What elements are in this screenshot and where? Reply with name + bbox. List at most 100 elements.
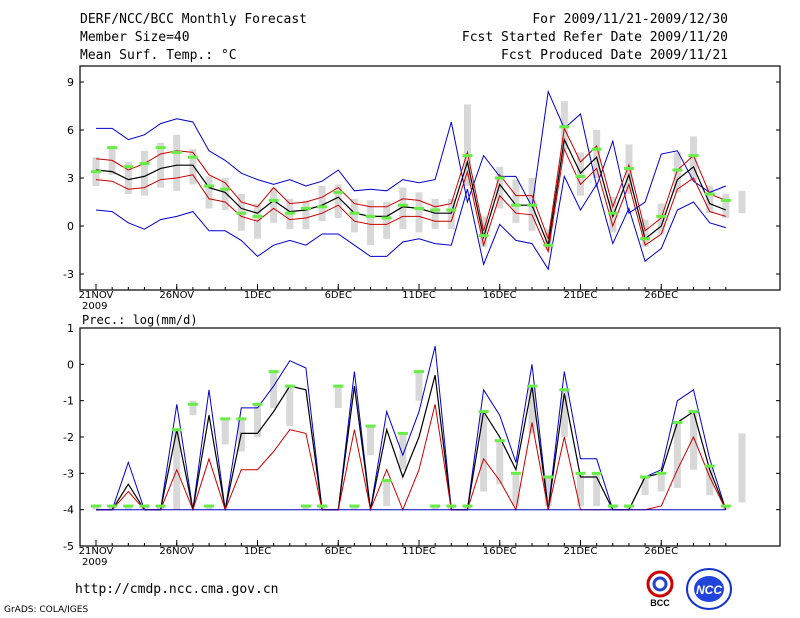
y-tick-label: -3 [63, 268, 74, 281]
ncc-logo: NCC [686, 568, 732, 610]
x-tick-label: 26DEC [644, 546, 678, 557]
marker-point [607, 211, 618, 215]
marker-point [446, 208, 457, 212]
marker-point [365, 214, 376, 218]
spread-box [221, 178, 229, 210]
spread-box [205, 176, 213, 209]
marker-point [107, 146, 118, 150]
spread-box [657, 203, 665, 234]
y-tick-label: -2 [63, 431, 74, 444]
spread-box [270, 371, 278, 408]
spread-box [706, 466, 714, 496]
series-lower-line [95, 147, 726, 254]
marker-point [640, 237, 651, 241]
spread-box [350, 506, 358, 510]
spread-box [706, 186, 714, 214]
marker-point [623, 504, 634, 508]
y-tick-label: -4 [63, 504, 74, 517]
marker-point [656, 214, 667, 218]
marker-point [284, 211, 295, 215]
spread-box [625, 506, 633, 510]
marker-point [543, 475, 554, 479]
ncc-logo-text: NCC [696, 583, 722, 597]
x-tick-label: 21DEC [564, 290, 598, 301]
spread-box [431, 198, 439, 230]
x-tick-label: 11DEC [402, 290, 436, 301]
spread-box [560, 389, 568, 437]
spread-box [722, 506, 730, 510]
spread-box [673, 422, 681, 488]
marker-point [559, 125, 570, 129]
marker-point [91, 170, 101, 174]
spread-box [415, 192, 423, 233]
marker-point [187, 402, 198, 406]
x-tick-label: 16DEC [483, 546, 517, 557]
footer-url[interactable]: http://cmdp.ncc.cma.gov.cn [75, 582, 279, 597]
variable-label: Mean Surf. Temp.: °C [80, 48, 237, 63]
spread-box [544, 229, 552, 250]
y-tick-label: 0 [67, 358, 74, 371]
y-tick-label: 3 [67, 172, 74, 185]
marker-point [494, 439, 505, 443]
spread-box [431, 506, 439, 510]
marker-point [688, 410, 699, 414]
marker-point [430, 208, 441, 212]
marker-point [720, 198, 731, 202]
spread-box [302, 506, 310, 510]
spread-box [140, 506, 148, 510]
spread-box [334, 386, 342, 408]
spread-box [367, 200, 375, 246]
marker-point [672, 168, 683, 172]
grads-credit: GrADS: COLA/IGES [4, 605, 89, 615]
spread-box [367, 426, 375, 456]
spread-box [673, 152, 681, 193]
marker-point [575, 471, 586, 475]
marker-point [155, 146, 166, 150]
spread-box [189, 149, 197, 185]
member-size: Member Size=40 [80, 30, 190, 45]
y-tick-label: -3 [63, 467, 74, 480]
x-tick-label: 11DEC [402, 546, 436, 557]
marker-point [478, 410, 489, 414]
marker-point [494, 176, 505, 180]
spread-box [399, 433, 407, 470]
marker-point [333, 384, 344, 388]
spread-box [140, 150, 148, 196]
series-max-line [96, 89, 726, 215]
x-tick-label: 26NOV [159, 546, 194, 557]
x-tick-label: 26DEC [644, 290, 678, 301]
marker-point [575, 174, 586, 178]
marker-point [462, 154, 473, 158]
marker-point [139, 162, 150, 166]
marker-point [268, 198, 279, 202]
x-tick-label: 26NOV [159, 290, 194, 301]
marker-point [510, 471, 521, 475]
spread-box [221, 418, 229, 445]
spread-box [641, 219, 649, 247]
marker-point [365, 424, 376, 428]
marker-point [430, 504, 441, 508]
x-tick-label: 21NOV [79, 546, 114, 557]
y-tick-label: 1 [67, 322, 74, 335]
spread-box [270, 187, 278, 223]
spread-box [415, 371, 423, 401]
x-tick-label: 2009 [82, 557, 107, 568]
marker-point [204, 504, 215, 508]
panel-title-precip: Prec.: log(mm/d) [82, 313, 198, 327]
spread-box [383, 202, 391, 239]
spread-box [544, 476, 552, 507]
marker-point [349, 504, 360, 508]
x-tick-label: 1DEC [244, 546, 271, 557]
spread-box [383, 480, 391, 507]
x-tick-label: 6DEC [325, 546, 352, 557]
marker-point [527, 384, 538, 388]
x-tick-label: 21NOV [79, 290, 114, 301]
y-tick-label: 0 [67, 220, 74, 233]
marker-point [381, 479, 392, 483]
marker-point [139, 504, 150, 508]
spread-box [480, 411, 488, 492]
spread-box [512, 473, 520, 507]
marker-point [397, 203, 408, 207]
spread-box [189, 400, 197, 416]
spread-box [738, 433, 746, 503]
